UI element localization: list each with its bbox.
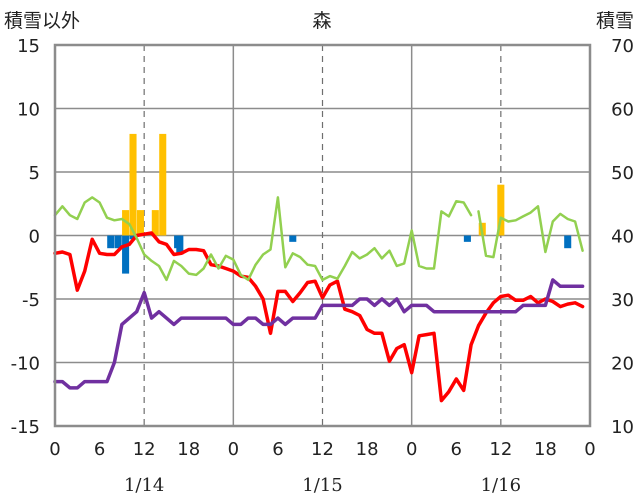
- y-left-tick-label: -10: [11, 354, 40, 375]
- y-right-tick-label: 40: [611, 227, 634, 248]
- x-date-label: 1/16: [481, 475, 521, 496]
- y-right-tick-label: 30: [611, 290, 634, 311]
- x-tick-label: 18: [177, 439, 200, 460]
- left-axis-label: 積雪以外: [4, 10, 80, 32]
- bar: [564, 235, 572, 249]
- series-line: [53, 231, 585, 403]
- y-left-tick-label: -15: [11, 417, 40, 438]
- x-tick-label: 12: [311, 439, 334, 460]
- bar: [497, 184, 505, 236]
- bar: [114, 235, 122, 249]
- plot-frame: [53, 43, 592, 428]
- bar: [463, 235, 471, 242]
- x-tick-label: 18: [356, 439, 379, 460]
- series-line: [53, 196, 473, 282]
- series-line: [53, 278, 585, 390]
- x-date-label: 1/15: [302, 475, 342, 496]
- x-tick-label: 6: [451, 439, 462, 460]
- bar: [107, 235, 115, 249]
- x-tick-label: 0: [584, 439, 595, 460]
- x-tick-label: 0: [49, 439, 60, 460]
- x-tick-label: 0: [406, 439, 417, 460]
- y-left-tick-label: 0: [29, 227, 40, 248]
- x-tick-label: 12: [489, 439, 512, 460]
- x-date-label: 1/14: [124, 475, 164, 496]
- x-tick-label: 6: [272, 439, 283, 460]
- y-right-tick-label: 10: [611, 417, 634, 438]
- bar: [289, 235, 297, 242]
- x-tick-label: 6: [94, 439, 105, 460]
- x-tick-label: 18: [534, 439, 557, 460]
- right-axis-label: 積雪: [596, 10, 634, 32]
- bar: [176, 235, 184, 255]
- y-right-tick-label: 60: [611, 100, 634, 121]
- bar: [159, 133, 167, 236]
- y-left-tick-label: 10: [17, 100, 40, 121]
- bar: [129, 133, 137, 236]
- series-line: [477, 205, 584, 259]
- x-tick-label: 12: [133, 439, 156, 460]
- bar: [136, 210, 144, 236]
- y-right-tick-label: 50: [611, 163, 634, 184]
- y-left-tick-label: 15: [17, 36, 40, 57]
- y-left-tick-label: 5: [29, 163, 40, 184]
- chart-title: 森: [312, 10, 331, 32]
- y-right-tick-label: 70: [611, 36, 634, 57]
- y-right-tick-label: 20: [611, 354, 634, 375]
- x-tick-label: 0: [228, 439, 239, 460]
- bar: [122, 235, 130, 274]
- bar: [151, 210, 159, 236]
- y-left-tick-label: -5: [22, 290, 40, 311]
